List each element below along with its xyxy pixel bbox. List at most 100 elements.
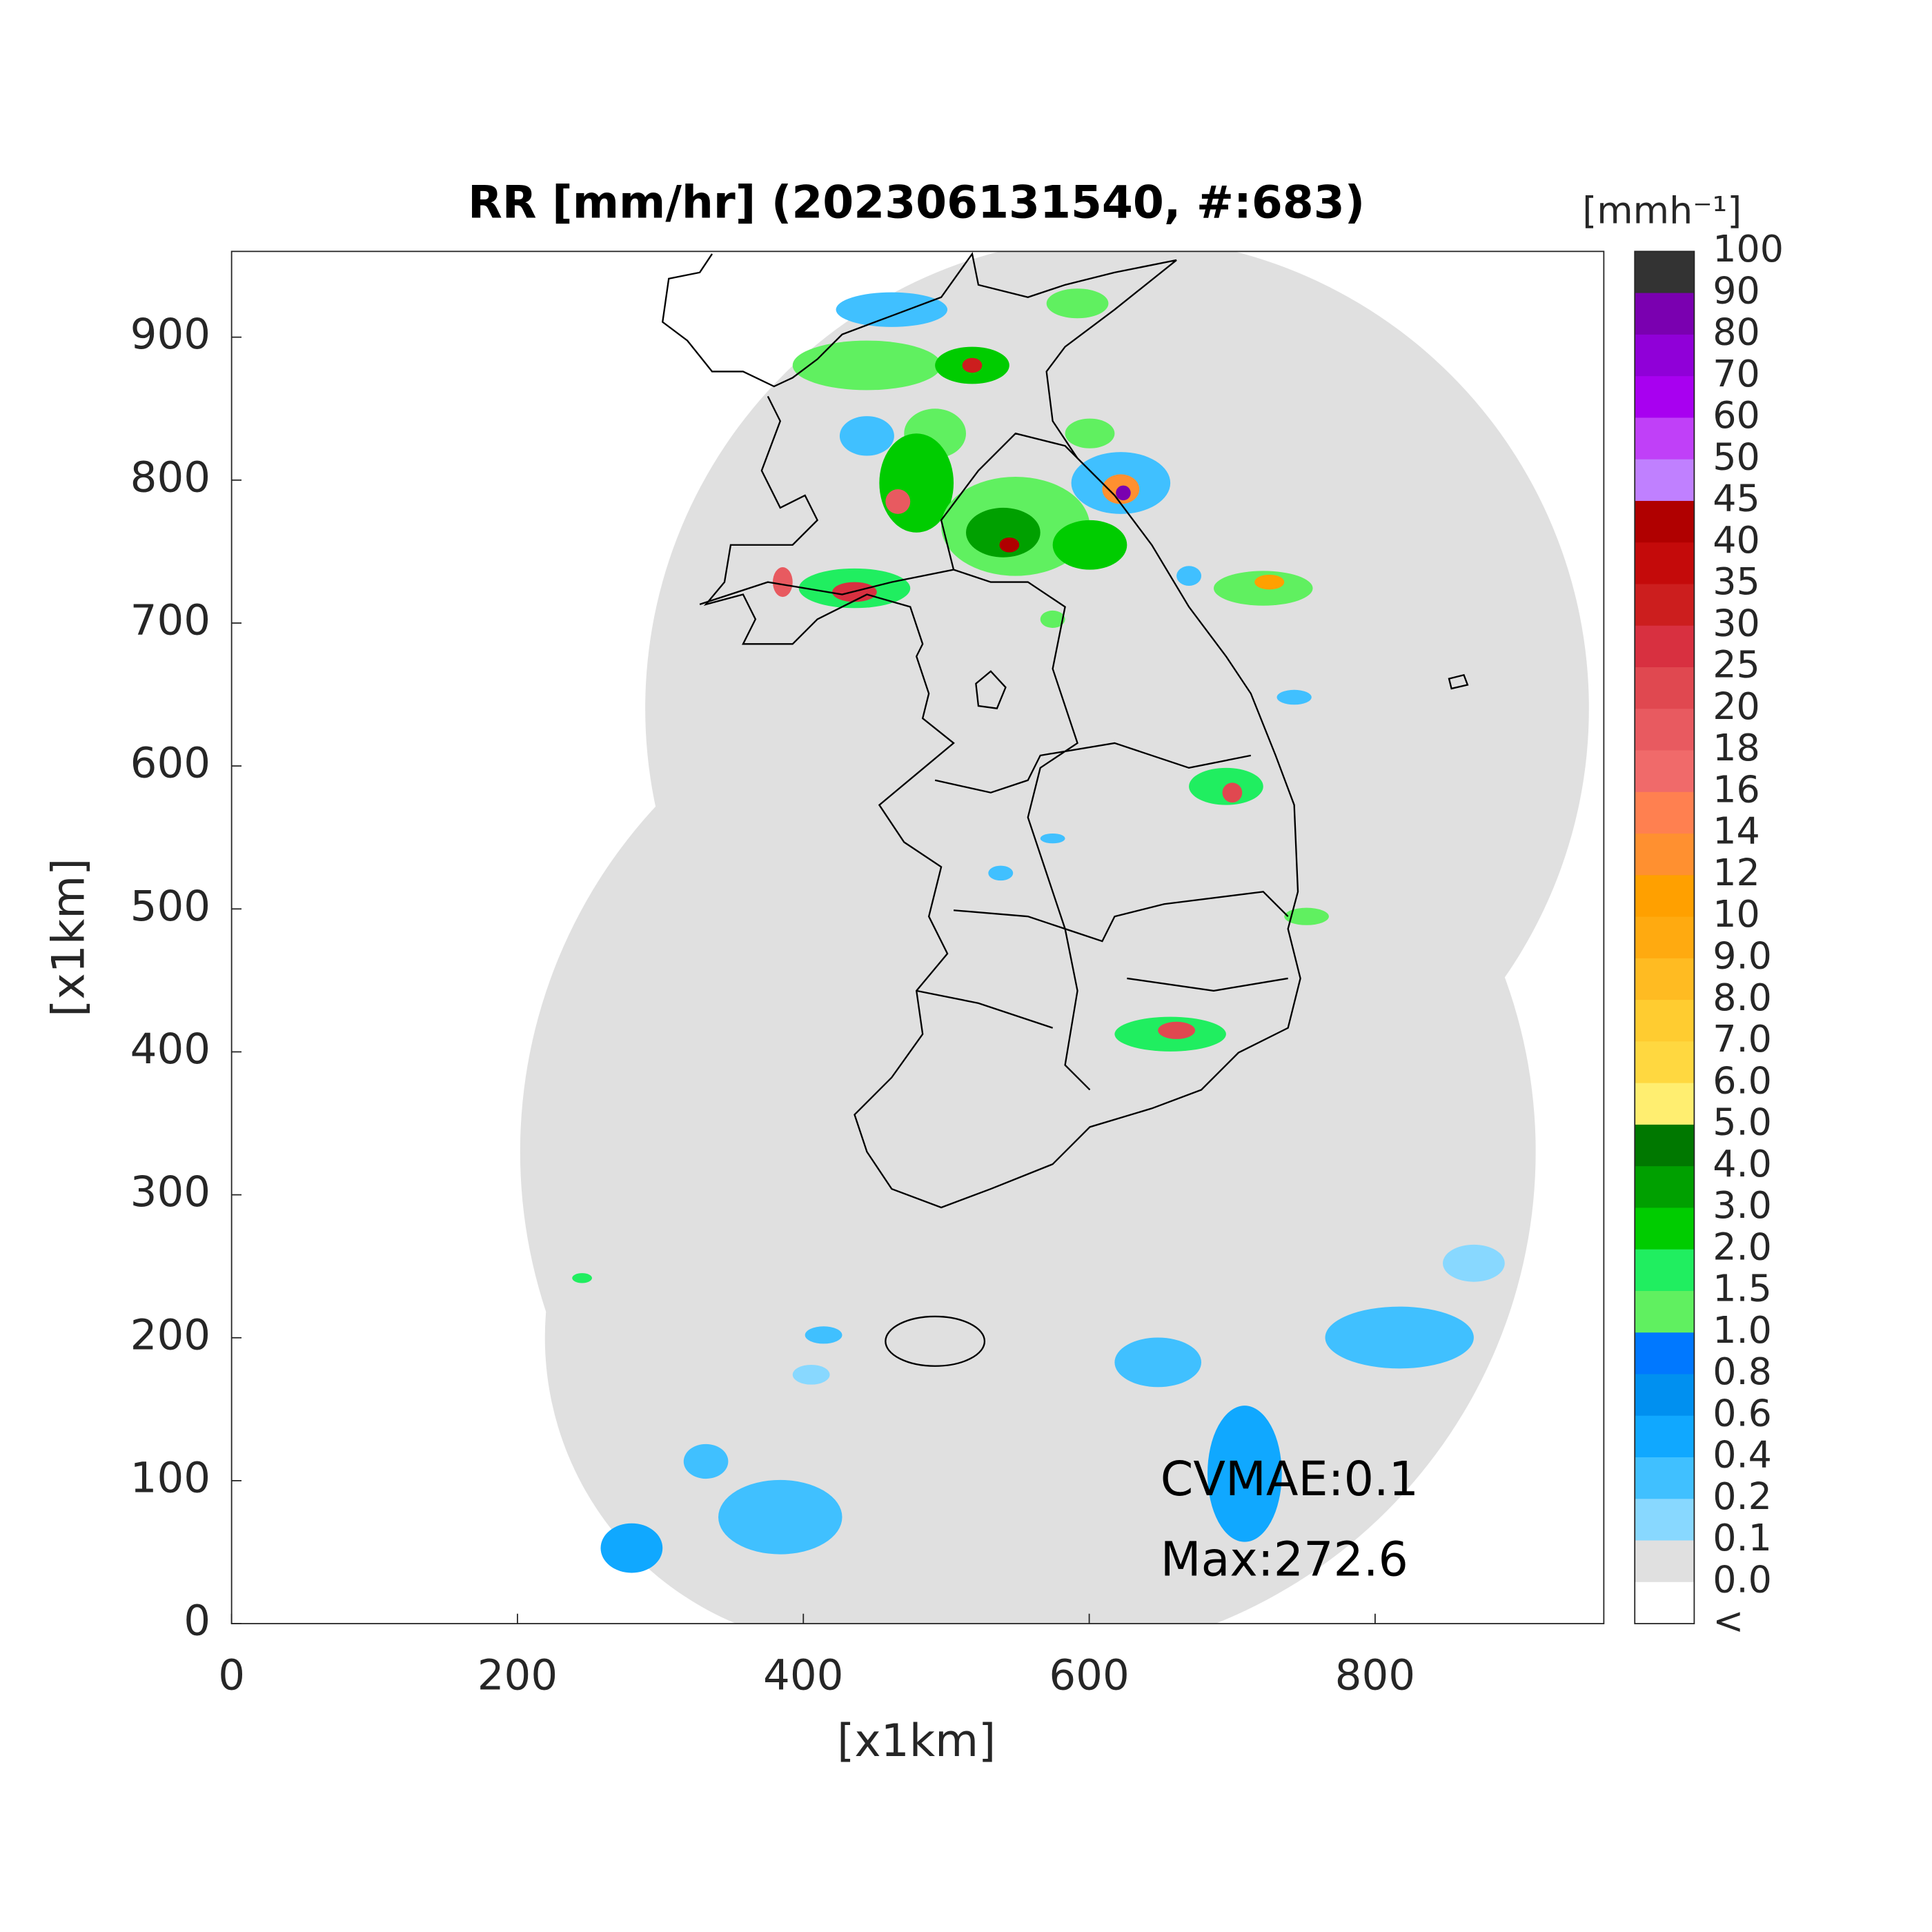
colorbar-label: 30: [1713, 601, 1760, 644]
axes: 0 200 400 600 800 0 100 200 300 400 500 600 700 800 90…: [130, 310, 1415, 1699]
rain-cell: [885, 489, 911, 514]
colorbar-segment: [1635, 251, 1695, 294]
y-tick-label: 700: [130, 596, 210, 645]
rain-cell: [1325, 1306, 1474, 1369]
colorbar-label: 45: [1713, 477, 1760, 520]
rain-cell: [1276, 689, 1312, 705]
x-tick-label: 800: [1335, 1651, 1415, 1700]
x-axis-label: [x1km]: [837, 1715, 996, 1767]
colorbar-segment: [1635, 667, 1695, 710]
colorbar-label: 50: [1713, 435, 1760, 478]
island: [885, 1315, 986, 1367]
rain-cell: [999, 537, 1020, 553]
colorbar-label: 0.6: [1713, 1391, 1772, 1435]
colorbar-label: 7.0: [1713, 1017, 1772, 1061]
y-tick-label: 500: [130, 882, 210, 931]
colorbar-segment: [1635, 625, 1695, 668]
y-tick-label: 400: [130, 1025, 210, 1074]
colorbar-segment: [1635, 1332, 1695, 1375]
colorbar-segment: [1635, 1124, 1695, 1167]
colorbar-label: 18: [1713, 726, 1760, 769]
x-tick-label: 0: [218, 1651, 245, 1700]
rain-cell: [1254, 574, 1285, 590]
y-tick-label: 200: [130, 1310, 210, 1359]
colorbar-label: 25: [1713, 643, 1760, 687]
rain-cell: [1040, 833, 1065, 844]
colorbar-label: 100: [1713, 227, 1784, 270]
rain-cell: [966, 507, 1041, 558]
colorbar-segment: [1635, 1041, 1695, 1084]
colorbar-label: 0.8: [1713, 1350, 1772, 1393]
colorbar-segment: [1635, 958, 1695, 1001]
colorbar-segment: [1635, 916, 1695, 959]
rain-cell: [1284, 907, 1329, 925]
colorbar-label: 35: [1713, 560, 1760, 603]
colorbar-segment: [1635, 1083, 1695, 1125]
rain-cell: [1443, 1244, 1505, 1282]
colorbar-label: 90: [1713, 268, 1760, 312]
coastline: [662, 252, 1469, 1367]
colorbar-segment: [1635, 1000, 1695, 1043]
y-axis-label: [x1km]: [43, 858, 95, 1017]
chart-title: RR [mm/hr] (202306131540, #:683): [468, 177, 1365, 229]
rain-cell: [836, 292, 948, 327]
colorbar-label: 10: [1713, 892, 1760, 936]
rain-cell: [1116, 485, 1131, 501]
colorbar-segment: [1635, 334, 1695, 377]
radar-coverage: [520, 251, 1589, 1624]
rain-cell: [572, 1273, 592, 1283]
colorbar-label: 0.0: [1713, 1557, 1772, 1601]
colorbar-label: 1.0: [1713, 1308, 1772, 1352]
colorbar: 100908070605045403530252018161412109.08.…: [1634, 227, 1784, 1643]
rain-cell: [1176, 566, 1202, 586]
colorbar-segment: [1635, 1415, 1695, 1458]
colorbar-label: 12: [1713, 851, 1760, 894]
colorbar-segment: [1635, 1457, 1695, 1500]
rain-cell: [805, 1326, 842, 1344]
island: [975, 670, 1469, 709]
rain-cell: [1052, 520, 1127, 570]
rain-cell: [718, 1479, 842, 1555]
colorbar-segment: [1635, 834, 1695, 876]
colorbar-segment: [1635, 1499, 1695, 1541]
rain-cell: [792, 340, 942, 391]
rain-cell: [1065, 418, 1115, 448]
rain-cell: [1222, 782, 1243, 803]
colorbar-segment: [1635, 1208, 1695, 1250]
colorbar-label: 16: [1713, 767, 1760, 811]
colorbar-segment: [1635, 500, 1695, 544]
colorbar-label: 80: [1713, 310, 1760, 354]
colorbar-segment: [1635, 1290, 1695, 1334]
rain-cell: [683, 1443, 729, 1479]
x-tick-label: 200: [477, 1651, 558, 1700]
colorbar-unit: [mmh⁻¹]: [1582, 188, 1742, 232]
colorbar-label: 70: [1713, 352, 1760, 395]
colorbar-label: 4.0: [1713, 1142, 1772, 1185]
colorbar-segment: [1635, 1249, 1695, 1292]
rain-cell: [600, 1523, 663, 1573]
y-tick-label: 900: [130, 310, 210, 359]
border-path: [699, 432, 1289, 1091]
rain-cell: [988, 865, 1014, 881]
colorbar-segment: [1635, 1581, 1695, 1624]
colorbar-segment: [1635, 791, 1695, 834]
rain-cell: [1040, 610, 1065, 628]
colorbar-segment: [1635, 1374, 1695, 1417]
colorbar-label: 0.2: [1713, 1475, 1772, 1518]
colorbar-label: 6.0: [1713, 1058, 1772, 1102]
colorbar-segment: [1635, 293, 1695, 335]
x-tick-label: 600: [1049, 1651, 1129, 1700]
rain-cell: [1114, 1337, 1202, 1388]
colorbar-segment: [1635, 584, 1695, 627]
colorbar-frame: [1634, 250, 1695, 1624]
rain-cell: [1046, 288, 1109, 319]
colorbar-label: 2.0: [1713, 1225, 1772, 1268]
y-tick-label: 300: [130, 1167, 210, 1216]
colorbar-label: 14: [1713, 809, 1760, 853]
rain-cell: [1158, 1021, 1196, 1039]
x-tick-label: 400: [763, 1651, 843, 1700]
colorbar-label: 9.0: [1713, 934, 1772, 977]
colorbar-segment: [1635, 459, 1695, 502]
